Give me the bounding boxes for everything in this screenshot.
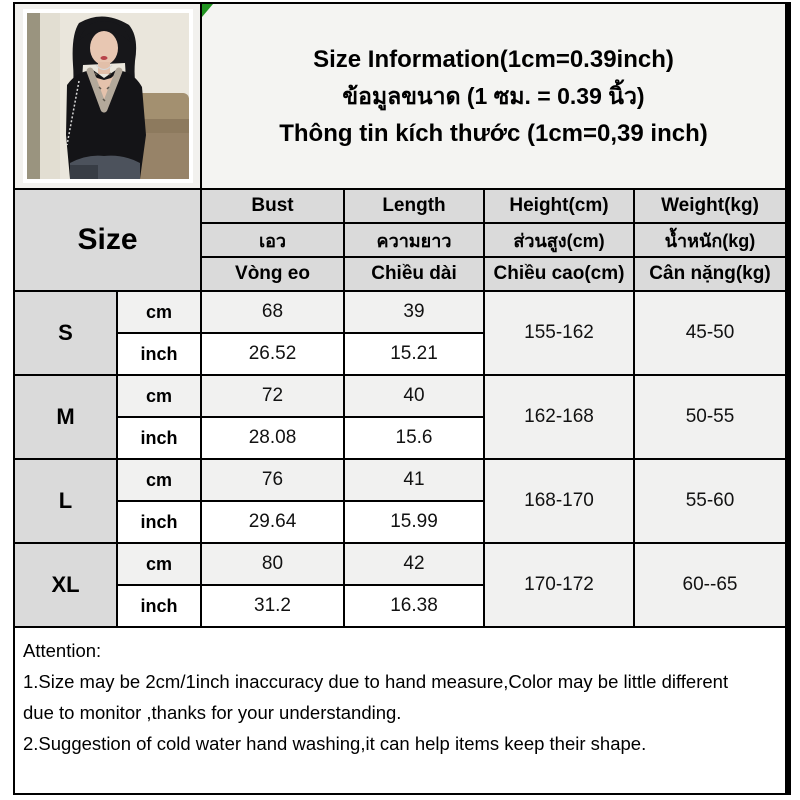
unit-inch: inch xyxy=(118,418,200,458)
m-bust-cm: 72 xyxy=(202,376,343,416)
size-chart-table: Size Information(1cm=0.39inch) ข้อมูลขนา… xyxy=(13,2,791,795)
header-weight-vi: Cân nặng(kg) xyxy=(635,258,785,290)
unit-inch: inch xyxy=(118,586,200,626)
l-bust-inch: 29.64 xyxy=(202,502,343,542)
xl-bust-inch: 31.2 xyxy=(202,586,343,626)
l-length-inch: 15.99 xyxy=(345,502,483,542)
unit-inch: inch xyxy=(118,502,200,542)
header-height-en: Height(cm) xyxy=(485,190,633,222)
size-label-s: S xyxy=(15,292,116,374)
attention-line: Attention: xyxy=(23,640,102,661)
unit-cm: cm xyxy=(118,460,200,500)
xl-weight: 60--65 xyxy=(635,544,785,626)
attention-line: 2.Suggestion of cold water hand washing,… xyxy=(23,733,647,754)
header-bust-vi: Vòng eo xyxy=(202,258,343,290)
size-label-m: M xyxy=(15,376,116,458)
unit-cm: cm xyxy=(118,376,200,416)
product-photo-cell xyxy=(15,4,200,188)
unit-cm: cm xyxy=(118,292,200,332)
header-height-th: ส่วนสูง(cm) xyxy=(485,224,633,256)
title-vi: Thông tin kích thước (1cm=0,39 inch) xyxy=(279,119,708,147)
l-bust-cm: 76 xyxy=(202,460,343,500)
header-bust-th: เอว xyxy=(202,224,343,256)
m-height: 162-168 xyxy=(485,376,633,458)
m-bust-inch: 28.08 xyxy=(202,418,343,458)
header-length-vi: Chiều dài xyxy=(345,258,483,290)
title-en: Size Information(1cm=0.39inch) xyxy=(313,45,674,73)
attention-line: 1.Size may be 2cm/1inch inaccuracy due t… xyxy=(23,671,729,692)
header-length-en: Length xyxy=(345,190,483,222)
size-label-l: L xyxy=(15,460,116,542)
s-height: 155-162 xyxy=(485,292,633,374)
photo-frame xyxy=(22,9,193,183)
header-height-vi: Chiều cao(cm) xyxy=(485,258,633,290)
xl-height: 170-172 xyxy=(485,544,633,626)
s-weight: 45-50 xyxy=(635,292,785,374)
s-bust-inch: 26.52 xyxy=(202,334,343,374)
size-label-xl: XL xyxy=(15,544,116,626)
m-length-cm: 40 xyxy=(345,376,483,416)
xl-length-inch: 16.38 xyxy=(345,586,483,626)
attention-line: due to monitor ,thanks for your understa… xyxy=(23,702,402,723)
title-th: ข้อมูลขนาด (1 ซม. = 0.39 นิ้ว) xyxy=(342,82,645,109)
title-block: Size Information(1cm=0.39inch) ข้อมูลขนา… xyxy=(202,4,785,188)
xl-length-cm: 42 xyxy=(345,544,483,584)
header-length-th: ความยาว xyxy=(345,224,483,256)
l-weight: 55-60 xyxy=(635,460,785,542)
header-bust-en: Bust xyxy=(202,190,343,222)
green-corner-marker xyxy=(202,4,213,17)
unit-cm: cm xyxy=(118,544,200,584)
m-length-inch: 15.6 xyxy=(345,418,483,458)
m-weight: 50-55 xyxy=(635,376,785,458)
header-weight-th: น้ำหนัก(kg) xyxy=(635,224,785,256)
s-bust-cm: 68 xyxy=(202,292,343,332)
model-photo xyxy=(26,13,189,179)
l-height: 168-170 xyxy=(485,460,633,542)
header-weight-en: Weight(kg) xyxy=(635,190,785,222)
xl-bust-cm: 80 xyxy=(202,544,343,584)
attention-note: Attention: 1.Size may be 2cm/1inch inacc… xyxy=(15,628,785,793)
unit-inch: inch xyxy=(118,334,200,374)
s-length-cm: 39 xyxy=(345,292,483,332)
header-size: Size xyxy=(15,190,200,290)
s-length-inch: 15.21 xyxy=(345,334,483,374)
l-length-cm: 41 xyxy=(345,460,483,500)
